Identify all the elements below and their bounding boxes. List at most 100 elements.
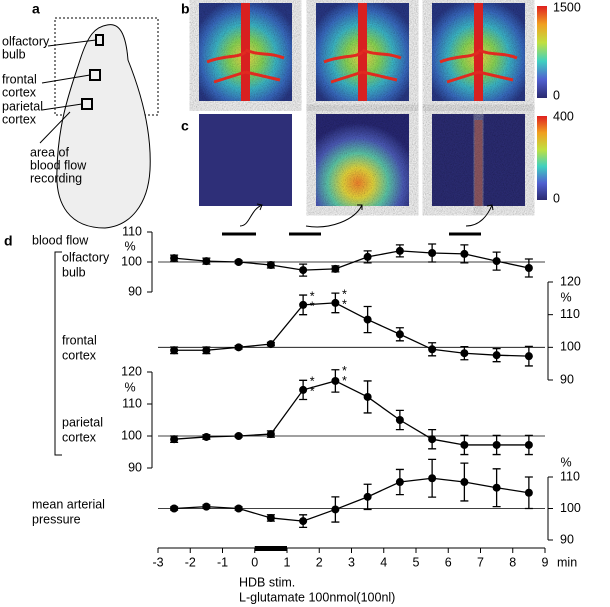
chart-label: frontal bbox=[62, 333, 97, 347]
data-point bbox=[170, 346, 179, 355]
x-tick-label: 5 bbox=[413, 555, 420, 569]
data-point bbox=[524, 352, 533, 361]
significance: * bbox=[310, 375, 315, 389]
data-point bbox=[460, 349, 469, 358]
colorbar-max: 1500 bbox=[553, 0, 581, 14]
x-tick-label: 6 bbox=[445, 555, 452, 569]
y-tick-label: 90 bbox=[560, 532, 574, 546]
data-point bbox=[460, 478, 469, 487]
data-point bbox=[170, 254, 179, 263]
data-point bbox=[395, 416, 404, 424]
colorbar bbox=[537, 116, 547, 200]
data-point bbox=[492, 440, 501, 449]
data-point bbox=[524, 488, 533, 497]
data-point bbox=[428, 249, 437, 257]
vessel-branches bbox=[439, 48, 518, 84]
data-point bbox=[460, 249, 469, 258]
significance: * bbox=[342, 364, 347, 378]
x-tick-label: 0 bbox=[251, 555, 258, 569]
significance: * bbox=[310, 289, 315, 303]
significance: * bbox=[342, 287, 347, 301]
panel-a-labels: olfactorybulbfrontalcortexparietalcortex… bbox=[2, 34, 87, 185]
significance: * bbox=[342, 297, 347, 311]
colorbar-min: 0 bbox=[553, 88, 560, 102]
data-point bbox=[202, 502, 211, 511]
bracket bbox=[54, 251, 62, 456]
y-unit: % bbox=[560, 290, 571, 304]
x-axis-label: min bbox=[557, 555, 577, 569]
colorbar-max: 400 bbox=[553, 109, 574, 123]
leader-lines bbox=[39, 39, 97, 144]
chart-label: cortex bbox=[62, 348, 97, 362]
image-c bbox=[199, 114, 292, 206]
x-tick-label: -1 bbox=[217, 555, 228, 569]
stimulus-label: HDB stim. bbox=[239, 575, 295, 589]
region-label: cortex bbox=[2, 112, 37, 126]
data-line bbox=[174, 477, 529, 522]
data-point bbox=[492, 483, 501, 492]
data-line bbox=[174, 250, 530, 271]
brain-outline bbox=[56, 24, 151, 229]
x-tick-label: 7 bbox=[477, 555, 484, 569]
y-tick-label: 100 bbox=[121, 428, 142, 442]
data-point bbox=[492, 257, 501, 266]
y-tick-label: 100 bbox=[560, 501, 581, 515]
y-unit: % bbox=[560, 455, 571, 469]
vessel-branches bbox=[206, 48, 285, 84]
region-label: olfactory bbox=[2, 34, 50, 48]
data-point bbox=[428, 474, 437, 483]
panel-label: b bbox=[181, 1, 190, 17]
data-point bbox=[428, 345, 437, 354]
y-tick-label: 100 bbox=[560, 340, 581, 354]
panel-label: c bbox=[181, 118, 189, 134]
data-point bbox=[524, 264, 533, 272]
data-line bbox=[174, 302, 529, 357]
y-tick-label: 120 bbox=[560, 274, 581, 288]
y-unit: % bbox=[124, 239, 135, 253]
region-label: frontal bbox=[2, 72, 37, 86]
data-point bbox=[202, 432, 211, 441]
data-point bbox=[331, 264, 340, 273]
data-point bbox=[363, 315, 372, 324]
data-point bbox=[460, 440, 469, 449]
stimulus-sublabel: L-glutamate 100nmol(100nl) bbox=[239, 590, 395, 604]
data-point bbox=[331, 376, 340, 385]
data-point bbox=[395, 478, 404, 487]
y-tick-label: 90 bbox=[560, 372, 574, 386]
data-point bbox=[266, 340, 275, 349]
data-point bbox=[492, 351, 501, 360]
image-c-stripe bbox=[474, 120, 483, 206]
data-point bbox=[170, 504, 179, 513]
chart-label: cortex bbox=[62, 430, 97, 444]
data-point bbox=[363, 392, 372, 401]
panel-b-images bbox=[199, 3, 525, 101]
data-point bbox=[395, 246, 404, 255]
heading: blood flow bbox=[32, 233, 89, 247]
data-point bbox=[299, 266, 308, 275]
y-tick-label: 110 bbox=[560, 469, 580, 483]
data-point bbox=[331, 298, 340, 307]
data-point bbox=[266, 513, 275, 522]
data-point bbox=[299, 300, 308, 309]
panel-label: a bbox=[32, 1, 40, 17]
data-point bbox=[170, 435, 179, 444]
image-c bbox=[316, 114, 409, 206]
region-label: area of bbox=[30, 145, 69, 159]
colorbar-min: 0 bbox=[553, 191, 560, 205]
data-point bbox=[395, 330, 404, 339]
data-point bbox=[524, 440, 533, 449]
x-tick-label: 9 bbox=[542, 555, 549, 569]
significance: * bbox=[342, 374, 347, 388]
panel-c-images bbox=[199, 114, 525, 206]
data-line bbox=[174, 380, 529, 446]
x-tick-label: 4 bbox=[380, 555, 387, 569]
x-tick-label: 1 bbox=[284, 555, 291, 569]
chart-label: pressure bbox=[32, 512, 81, 526]
data-point bbox=[363, 252, 372, 261]
region-label: cortex bbox=[2, 85, 37, 99]
chart-label: olfactory bbox=[62, 250, 110, 264]
y-tick-label: 120 bbox=[121, 364, 142, 378]
significance: * bbox=[310, 299, 315, 313]
